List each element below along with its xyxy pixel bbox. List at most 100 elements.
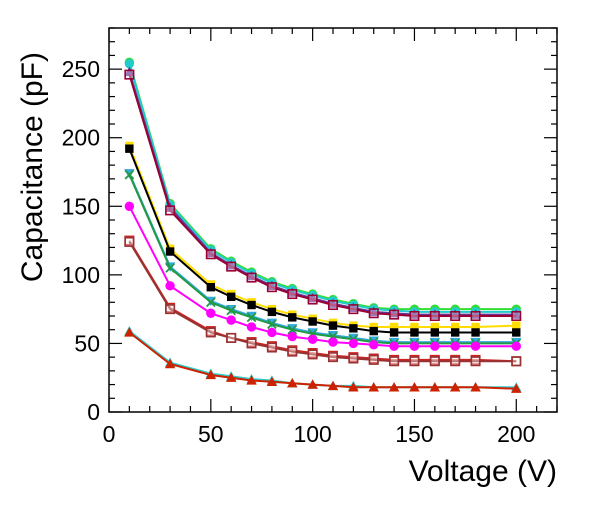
- data-point: [512, 321, 521, 330]
- data-point: [389, 356, 400, 367]
- data-point: [266, 376, 278, 387]
- data-point: [368, 308, 379, 319]
- data-point: [369, 326, 378, 336]
- data-point: [246, 375, 257, 385]
- data-point: [450, 356, 461, 367]
- data-point: [165, 247, 175, 256]
- data-point: [450, 328, 460, 337]
- data-point: [368, 354, 379, 365]
- data-point: [348, 353, 359, 364]
- data-point: [470, 341, 481, 351]
- data-point: [389, 341, 399, 351]
- data-point: [409, 341, 420, 351]
- y-tick-label: 250: [62, 56, 100, 82]
- data-point: [327, 352, 338, 363]
- ticks-group: 0 50 100 150 200 0 50 100 150 200 250: [62, 27, 558, 447]
- data-point: [308, 317, 317, 326]
- data-point: [287, 378, 298, 388]
- data-point: [165, 281, 175, 291]
- data-point: [409, 310, 420, 321]
- y-tick-label: 200: [62, 125, 100, 151]
- data-point: [389, 309, 400, 320]
- data-point: [430, 322, 440, 332]
- data-point: [165, 304, 176, 315]
- data-point: [450, 341, 460, 351]
- data-point: [205, 297, 216, 308]
- data-point: [430, 328, 440, 337]
- data-point: [511, 310, 522, 321]
- data-point: [409, 356, 420, 367]
- data-point: [206, 283, 216, 292]
- data-point: [307, 349, 318, 360]
- data-point: [388, 382, 400, 392]
- data-point: [511, 341, 521, 351]
- data-point: [410, 322, 419, 332]
- data-point: [226, 261, 237, 272]
- data-point: [389, 322, 399, 332]
- data-point: [205, 327, 216, 338]
- x-tick-label: 50: [198, 421, 224, 447]
- data-point: [205, 369, 217, 380]
- data-point: [124, 58, 135, 69]
- data-point: [266, 342, 277, 353]
- data-point: [246, 338, 257, 349]
- data-point: [327, 300, 338, 311]
- series-brown-open-squares: [124, 236, 522, 367]
- data-point: [225, 372, 237, 382]
- data-point: [471, 328, 480, 337]
- data-point: [205, 249, 216, 260]
- series-red-triangles: [124, 327, 522, 393]
- data-point: [125, 144, 134, 153]
- data-point: [369, 340, 379, 350]
- x-axis-label: Voltage (V): [409, 455, 557, 488]
- data-point: [389, 328, 399, 337]
- data-point: [226, 305, 237, 316]
- y-tick-label: 50: [74, 330, 100, 356]
- data-point: [165, 205, 176, 216]
- x-tick-label: 100: [293, 421, 331, 447]
- data-point: [470, 310, 481, 321]
- data-point: [429, 382, 441, 392]
- data-point: [307, 334, 318, 345]
- series-maroon-open-squares: [124, 69, 522, 321]
- data-point: [287, 289, 298, 300]
- data-point: [429, 356, 440, 367]
- data-point: [267, 319, 277, 330]
- data-point: [307, 294, 318, 305]
- y-axis-label: Capacitance (pF): [16, 52, 49, 282]
- data-point: [471, 322, 480, 332]
- data-point: [348, 338, 359, 349]
- data-point: [328, 321, 338, 330]
- data-point: [226, 332, 237, 343]
- data-point: [246, 322, 257, 332]
- data-point: [124, 69, 135, 80]
- data-point: [124, 66, 135, 77]
- data-point: [267, 307, 277, 317]
- data-point: [124, 236, 135, 247]
- data-point: [449, 382, 461, 392]
- data-point: [226, 315, 236, 325]
- data-point: [165, 263, 175, 273]
- data-point: [124, 169, 135, 180]
- data-point: [246, 272, 257, 283]
- data-point: [267, 327, 277, 338]
- data-point: [287, 331, 297, 342]
- data-point: [349, 324, 358, 333]
- series-group: [124, 57, 522, 393]
- data-point: [511, 356, 522, 367]
- series-magenta-circles: [124, 201, 521, 351]
- data-point: [470, 356, 481, 367]
- data-point: [124, 201, 135, 211]
- data-point: [348, 382, 359, 392]
- x-tick-label: 150: [395, 421, 433, 447]
- data-point: [429, 310, 440, 321]
- data-point: [246, 312, 257, 323]
- series-black-squares: [125, 144, 521, 337]
- data-point: [328, 337, 338, 347]
- series-line: [128, 241, 517, 363]
- series-line: [128, 74, 517, 317]
- y-tick-label: 0: [87, 399, 100, 425]
- data-point: [409, 382, 420, 392]
- data-point: [206, 308, 216, 318]
